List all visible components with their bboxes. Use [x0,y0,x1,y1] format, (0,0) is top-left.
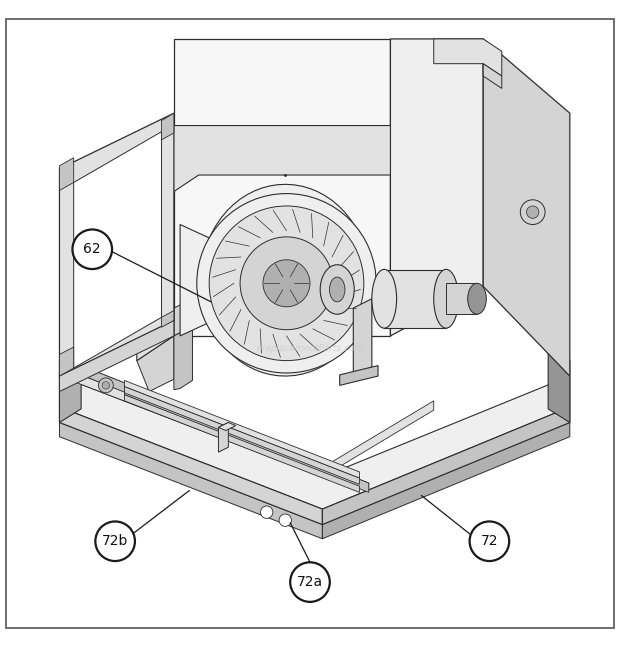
Ellipse shape [372,269,397,328]
Polygon shape [391,39,483,336]
Polygon shape [340,366,378,386]
Text: 72a: 72a [297,575,323,589]
Ellipse shape [467,283,486,314]
Polygon shape [174,39,391,336]
Ellipse shape [434,269,458,328]
Circle shape [102,382,110,389]
Text: ereplacementParts.com: ereplacementParts.com [256,344,364,353]
Text: 62: 62 [84,242,101,256]
Text: 72: 72 [480,534,498,548]
Polygon shape [125,380,360,478]
Circle shape [260,506,273,518]
Polygon shape [125,386,369,489]
Polygon shape [353,299,372,376]
Polygon shape [137,126,391,200]
Polygon shape [483,39,570,376]
Circle shape [240,237,333,330]
Text: 72b: 72b [102,534,128,548]
Polygon shape [162,311,174,327]
Ellipse shape [320,265,354,314]
Polygon shape [125,387,360,485]
Circle shape [197,193,376,373]
Polygon shape [137,336,174,391]
Polygon shape [60,367,434,477]
Polygon shape [60,113,174,376]
Polygon shape [74,132,162,368]
Circle shape [526,206,539,218]
Circle shape [469,521,509,561]
Polygon shape [60,376,570,509]
Polygon shape [180,184,366,376]
Circle shape [520,200,545,225]
Polygon shape [60,347,74,376]
Polygon shape [84,367,329,474]
Polygon shape [60,158,74,190]
Polygon shape [174,299,192,336]
Circle shape [279,514,291,527]
Circle shape [99,378,113,393]
Polygon shape [162,113,174,140]
Circle shape [290,562,330,602]
Polygon shape [84,367,329,471]
Polygon shape [434,39,502,76]
Polygon shape [322,422,570,539]
Circle shape [95,521,135,561]
Polygon shape [483,63,502,89]
Polygon shape [174,327,192,389]
Polygon shape [180,107,391,336]
Polygon shape [548,347,570,422]
Polygon shape [125,386,369,492]
Polygon shape [384,270,446,328]
Polygon shape [446,283,477,314]
Polygon shape [218,422,236,430]
Circle shape [73,230,112,269]
Polygon shape [322,407,570,525]
Polygon shape [125,395,360,492]
Circle shape [263,260,310,307]
Polygon shape [60,347,81,422]
Ellipse shape [329,277,345,302]
Polygon shape [60,320,174,391]
Polygon shape [60,422,322,539]
Circle shape [209,206,364,360]
Polygon shape [137,126,174,360]
Polygon shape [218,422,228,452]
Polygon shape [60,407,322,525]
